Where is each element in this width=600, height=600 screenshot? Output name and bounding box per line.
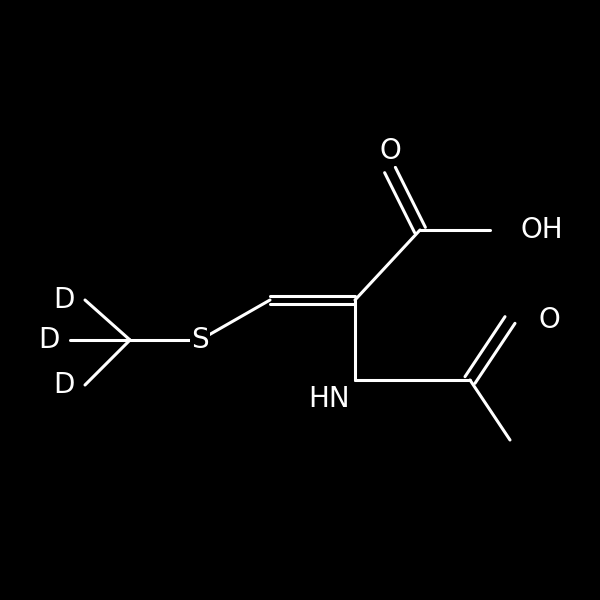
Text: D: D [53,286,75,314]
Text: D: D [53,371,75,399]
Text: S: S [191,326,209,354]
Text: OH: OH [520,216,563,244]
Text: O: O [538,306,560,334]
Text: D: D [38,326,60,354]
Text: HN: HN [308,385,350,413]
Text: O: O [379,137,401,165]
